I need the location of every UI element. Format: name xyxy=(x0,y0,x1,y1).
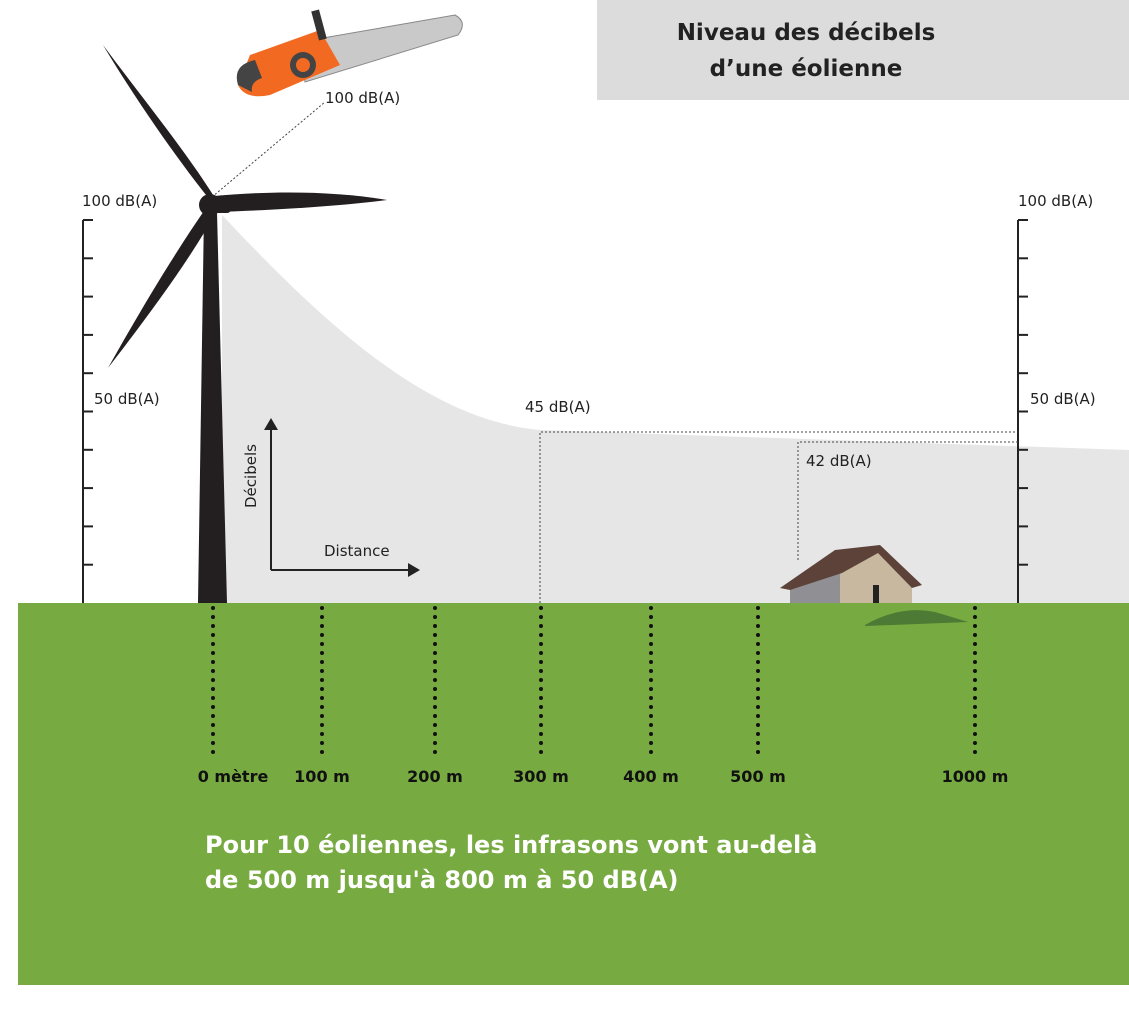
scale-label: 50 dB(A) xyxy=(94,390,160,408)
level-label: 42 dB(A) xyxy=(806,452,872,470)
house xyxy=(780,545,968,626)
wind-turbine xyxy=(103,45,387,603)
guide-lines xyxy=(211,101,1018,603)
axis-arrows xyxy=(264,418,420,577)
scales xyxy=(82,219,1028,603)
chainsaw-label: 100 dB(A) xyxy=(325,89,400,107)
scale-label: 100 dB(A) xyxy=(82,192,157,210)
distance-label: 1000 m xyxy=(942,767,1009,786)
level-label: 45 dB(A) xyxy=(525,398,591,416)
title-box xyxy=(597,0,1129,100)
distance-label: 0 mètre xyxy=(198,767,269,786)
sound-area xyxy=(222,215,1129,603)
title-line: d’une éolienne xyxy=(710,56,903,82)
note-line: Pour 10 éoliennes, les infrasons vont au… xyxy=(205,831,817,859)
chainsaw xyxy=(236,9,463,97)
title-line: Niveau des décibels xyxy=(677,20,936,46)
scale-label: 100 dB(A) xyxy=(1018,192,1093,210)
distance-label: 300 m xyxy=(513,767,569,786)
distance-label: 400 m xyxy=(623,767,679,786)
note-line: de 500 m jusqu'à 800 m à 50 dB(A) xyxy=(205,866,679,894)
scale-label: 50 dB(A) xyxy=(1030,390,1096,408)
y-axis-label: Décibels xyxy=(242,444,260,508)
distance-label: 200 m xyxy=(407,767,463,786)
distance-label: 100 m xyxy=(294,767,350,786)
distance-label: 500 m xyxy=(730,767,786,786)
x-axis-label: Distance xyxy=(324,542,390,560)
distance-markers: 0 mètre 100 m 200 m 300 m 400 m 500 m 1000 m xyxy=(198,606,1009,786)
ground xyxy=(18,603,1129,985)
